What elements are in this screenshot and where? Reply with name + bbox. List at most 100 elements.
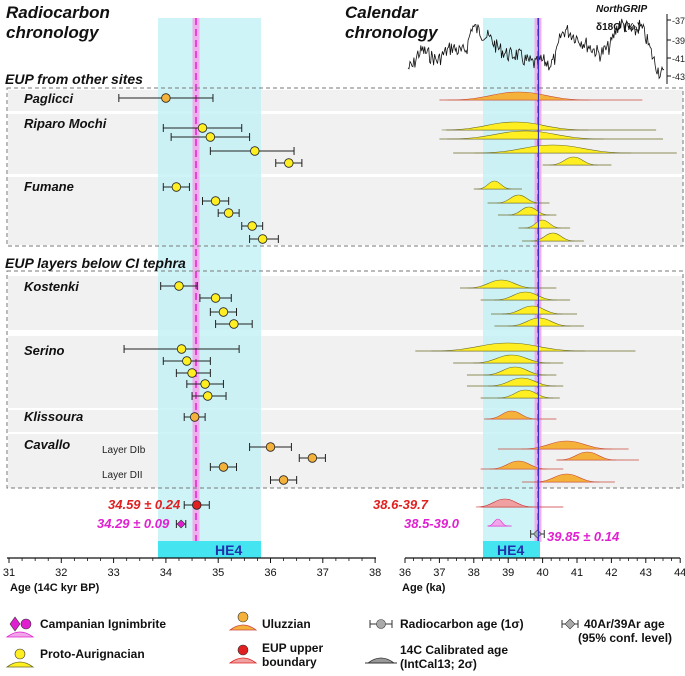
radiocarbon-point bbox=[200, 379, 210, 389]
radiocarbon-point bbox=[210, 196, 221, 206]
eup-boundary-radiocarbon-label: 34.59 ± 0.24 bbox=[108, 497, 181, 512]
site-label-cavallo: Cavallo bbox=[24, 437, 70, 452]
calibrated-distribution bbox=[496, 194, 541, 204]
ar-age-point bbox=[533, 529, 542, 539]
right-title-line2: chronology bbox=[345, 23, 439, 42]
radiocarbon-point bbox=[174, 281, 184, 291]
ci-distribution-icon bbox=[5, 631, 35, 638]
x-tick-label: 38 bbox=[369, 567, 381, 579]
x-tick-label: 36 bbox=[399, 567, 411, 579]
radiocarbon-point bbox=[247, 221, 257, 231]
calibrated-distribution bbox=[477, 180, 512, 190]
calibrated-distribution bbox=[497, 389, 554, 399]
ci-circle-icon bbox=[20, 618, 32, 630]
calibrated-distribution bbox=[467, 279, 536, 289]
calibrated-distribution bbox=[502, 305, 563, 315]
calibrated-distribution bbox=[475, 498, 534, 508]
calibrated-distribution bbox=[534, 473, 600, 483]
layer-label-dii: Layer DII bbox=[102, 470, 143, 481]
northgrip-inset: -37 -39 -41 -43 NorthGRIP δ18O (‰) bbox=[407, 4, 685, 84]
northgrip-tick-label: -43 bbox=[672, 72, 685, 82]
x-tick-label: 44 bbox=[674, 567, 685, 579]
section-header-below: EUP layers below CI tephra bbox=[5, 255, 186, 271]
calibrated-distribution bbox=[494, 291, 557, 301]
legend-label-calibrated-2: (IntCal13; 2σ) bbox=[400, 657, 477, 671]
northgrip-tick-label: -41 bbox=[672, 54, 685, 64]
left-title-line1: Radiocarbon bbox=[6, 3, 110, 22]
site-label-klissoura: Klissoura bbox=[24, 409, 83, 424]
calibrated-distribution bbox=[487, 518, 508, 527]
x-tick-label: 43 bbox=[640, 567, 652, 579]
row-stripe bbox=[8, 177, 683, 245]
radiocarbon-point bbox=[218, 307, 229, 317]
ci-calendar-label: 38.5-39.0 bbox=[404, 516, 460, 531]
northgrip-ylabel: δ18O (‰) bbox=[596, 22, 640, 33]
ci-radiocarbon-point bbox=[176, 519, 186, 529]
x-tick-label: 37 bbox=[433, 567, 445, 579]
radiocarbon-point bbox=[223, 208, 234, 218]
section-box-other bbox=[6, 87, 684, 247]
radiocarbon-x-axis-label: Age (14C kyr BP) bbox=[10, 582, 100, 594]
site-label-fumane: Fumane bbox=[24, 179, 74, 194]
legend: Campanian Ignimbrite Uluzzian Radiocarbo… bbox=[5, 611, 672, 671]
radiocarbon-circle-icon bbox=[376, 619, 386, 629]
calibrated-distribution bbox=[441, 121, 589, 131]
northgrip-curve bbox=[407, 18, 665, 80]
site-label-paglicci: Paglicci bbox=[24, 91, 74, 106]
he4-label-right: HE4 bbox=[497, 542, 524, 558]
legend-label-radiocarbon: Radiocarbon age (1σ) bbox=[400, 617, 524, 631]
calendar-x-axis: 36 37 38 39 40 41 42 43 44 bbox=[399, 557, 685, 579]
calibrated-distribution bbox=[486, 410, 537, 420]
row-stripe bbox=[8, 90, 683, 111]
calibrated-distribution bbox=[558, 451, 617, 461]
radiocarbon-point bbox=[192, 500, 202, 510]
x-tick-label: 36 bbox=[264, 567, 276, 579]
radiocarbon-marks bbox=[118, 93, 326, 529]
x-tick-label: 33 bbox=[107, 567, 119, 579]
he4-box-left bbox=[158, 541, 261, 558]
calibrated-distribution bbox=[447, 91, 590, 101]
calibrated-distribution bbox=[473, 354, 551, 364]
he4-label-left: HE4 bbox=[215, 542, 242, 558]
calibrated-distribution bbox=[549, 156, 598, 166]
radiocarbon-point bbox=[189, 412, 200, 422]
radiocarbon-point bbox=[171, 182, 182, 192]
uluzzian-circle-icon bbox=[237, 611, 249, 623]
he4-band-left bbox=[158, 18, 261, 542]
legend-label-ci: Campanian Ignimbrite bbox=[40, 617, 166, 631]
ci-band-left bbox=[192, 18, 200, 542]
ci-ar-age-label: 39.85 ± 0.14 bbox=[547, 529, 620, 544]
calendar-x-axis-label: Age (ka) bbox=[402, 582, 446, 594]
calibrated-distribution bbox=[520, 440, 613, 450]
proto-circle-icon bbox=[14, 648, 26, 660]
legend-label-eup-2: boundary bbox=[262, 655, 317, 669]
legend-label-calibrated: 14C Calibrated age bbox=[400, 643, 508, 657]
calibrated-distribution bbox=[507, 317, 571, 327]
site-label-serino: Serino bbox=[24, 343, 65, 358]
row-stripe bbox=[8, 410, 683, 432]
calibrated-distribution bbox=[531, 232, 575, 242]
radiocarbon-point bbox=[161, 93, 171, 103]
legend-label-ar: 40Ar/39Ar age bbox=[584, 617, 665, 631]
calibrated-distribution bbox=[508, 206, 550, 216]
he4-band-right bbox=[483, 18, 540, 542]
right-title-line1: Calendar bbox=[345, 3, 419, 22]
radiocarbon-point bbox=[197, 123, 208, 133]
x-tick-label: 37 bbox=[317, 567, 329, 579]
site-label-riparo-mochi: Riparo Mochi bbox=[24, 116, 107, 131]
proto-distribution-icon bbox=[5, 661, 35, 668]
legend-label-uluzzian: Uluzzian bbox=[262, 617, 311, 631]
he4-box-right bbox=[483, 541, 540, 558]
calibrated-distribution bbox=[489, 460, 548, 470]
calibrated-distribution bbox=[447, 130, 604, 140]
ci-radiocarbon-label: 34.29 ± 0.09 bbox=[97, 516, 170, 531]
section-box-below bbox=[6, 270, 684, 489]
x-tick-label: 35 bbox=[212, 567, 224, 579]
radiocarbon-point bbox=[182, 356, 192, 366]
northgrip-tick-label: -37 bbox=[672, 16, 685, 26]
uluzzian-distribution-icon bbox=[228, 624, 258, 631]
calibrated-distribution bbox=[431, 342, 586, 352]
radiocarbon-x-axis: 31 32 33 34 35 36 37 38 bbox=[3, 557, 381, 579]
radiocarbon-point bbox=[229, 319, 239, 329]
